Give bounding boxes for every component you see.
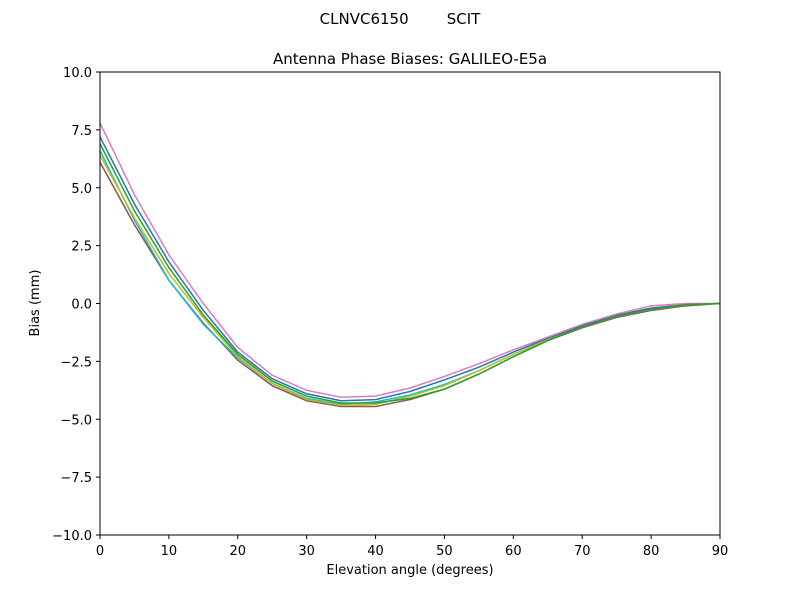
y-axis-label: Bias (mm): [28, 270, 43, 337]
y-tick-label: 2.5: [71, 240, 92, 255]
x-tick-label: 50: [436, 544, 453, 559]
y-tick-label: 5.0: [71, 182, 92, 197]
series-line: [99, 143, 721, 404]
chart-title: Antenna Phase Biases: GALILEO-E5a: [273, 50, 547, 68]
y-tick-label: 10.0: [63, 66, 92, 81]
series-line: [99, 161, 721, 408]
x-tick-label: 20: [230, 544, 247, 559]
y-tick-label: −10.0: [52, 529, 92, 544]
x-tick-label: 70: [574, 544, 591, 559]
x-axis-label: Elevation angle (degrees): [326, 563, 493, 578]
series-line: [99, 122, 720, 399]
x-tick-label: 0: [96, 544, 104, 559]
y-tick-label: 7.5: [71, 124, 92, 139]
y-tick-label: −7.5: [60, 471, 92, 486]
x-tick-label: 40: [367, 544, 384, 559]
x-tick-label: 90: [712, 544, 729, 559]
x-tick-label: 80: [643, 544, 660, 559]
series-line: [99, 150, 721, 405]
suptitle: CLNVC6150 SCIT: [320, 10, 482, 28]
y-tick-label: 0.0: [71, 298, 92, 313]
y-tick-label: −5.0: [60, 413, 92, 428]
y-tick-label: −2.5: [60, 355, 92, 370]
series-line: [99, 154, 721, 407]
x-tick-label: 60: [505, 544, 522, 559]
x-tick-label: 10: [161, 544, 178, 559]
series-line: [99, 136, 721, 402]
x-tick-label: 30: [298, 544, 315, 559]
